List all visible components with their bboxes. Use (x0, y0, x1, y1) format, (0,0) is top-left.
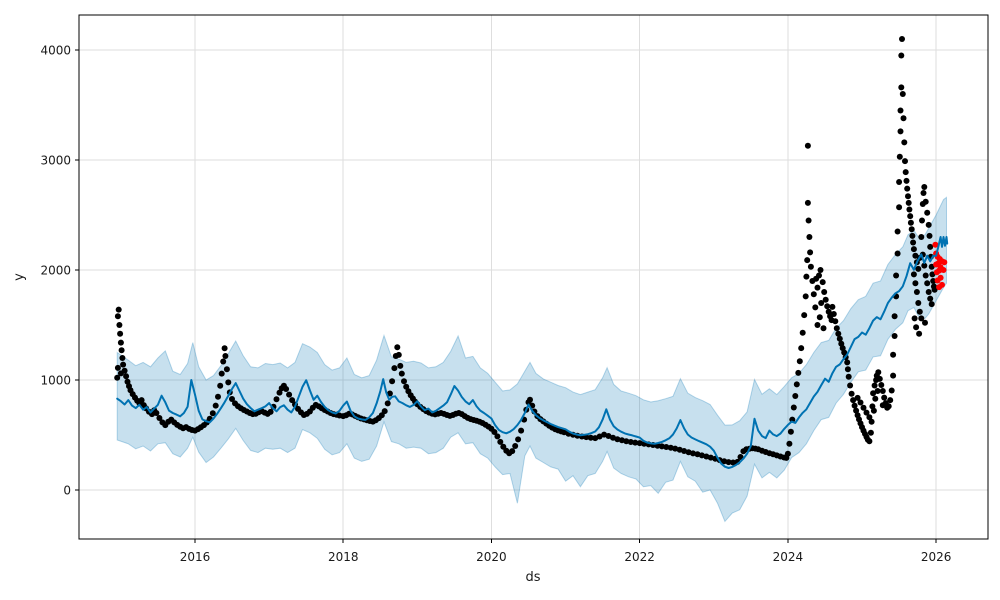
recent-actuals-points (932, 241, 948, 291)
x-tick-label: 2020 (476, 550, 507, 564)
x-tick-label: 2016 (180, 550, 211, 564)
x-tick-label: 2024 (773, 550, 804, 564)
y-tick-label: 1000 (40, 374, 71, 388)
x-axis-label: ds (525, 570, 540, 585)
y-axis-label: y (12, 273, 27, 281)
forecast-line (116, 236, 949, 469)
y-tick-label: 2000 (40, 264, 71, 278)
axes-box (78, 14, 989, 540)
grid-lines (79, 15, 988, 539)
tick-marks (75, 49, 937, 543)
uncertainty-band (116, 196, 947, 523)
x-tick-label: 2018 (328, 550, 359, 564)
y-tick-label: 0 (63, 484, 71, 498)
y-tick-label: 4000 (40, 43, 71, 57)
x-tick-label: 2022 (624, 550, 655, 564)
y-tick-label: 3000 (40, 153, 71, 167)
x-tick-label: 2026 (921, 550, 952, 564)
